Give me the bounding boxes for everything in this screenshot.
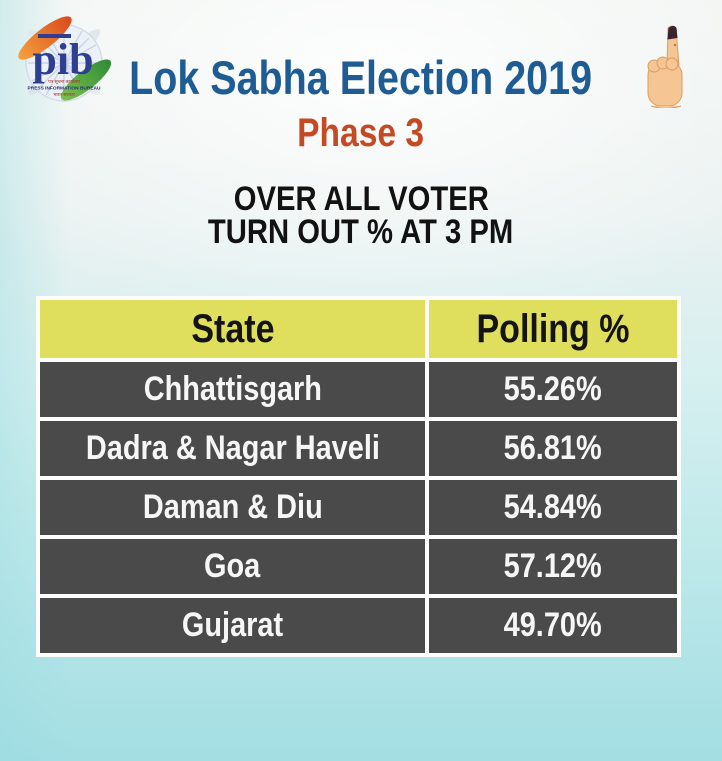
turnout-table: State Polling % Chhattisgarh 55.26% Dadra … [36,296,681,657]
phase-label: Phase 3 [0,113,722,153]
polling-value: 56.81% [503,429,603,467]
polling-value: 54.84% [503,488,603,526]
column-header-state: State [40,300,425,358]
pib-logo-text: pib [32,35,93,84]
inked-finger-icon [642,20,690,109]
pib-logo-hindi-bottom: भारत सरकार [53,92,75,97]
polling-cell: 49.70% [429,598,677,653]
state-label: Gujarat [181,606,284,644]
subtitle-line-2-text: TURN OUT % AT 3 PM [208,213,514,251]
pib-shirorekha-bar [38,34,71,38]
column-header-polling-text: Polling % [476,306,630,351]
pib-logo: pib पत्र सूचना कार्यालय PRESS INFORMATIO… [14,10,114,114]
subtitle-line-1-text: OVER ALL VOTER [233,180,489,218]
state-cell: Gujarat [40,598,425,653]
state-cell: Goa [40,539,425,594]
state-label: Dadra & Nagar Haveli [85,429,380,467]
pib-logo-graphic: pib पत्र सूचना कार्यालय PRESS INFORMATIO… [18,16,112,102]
state-label: Daman & Diu [142,488,323,526]
phase-label-text: Phase 3 [297,111,425,155]
subtitle: OVER ALL VOTER TURN OUT % AT 3 PM [0,180,722,251]
state-cell: Chhattisgarh [40,362,425,417]
page-title-text: Lok Sabha Election 2019 [129,51,593,104]
inked-finger-graphic [647,25,683,109]
state-label: Goa [204,547,261,585]
ink-mark [667,26,678,40]
subtitle-line-1: OVER ALL VOTER [0,180,722,218]
polling-value: 49.70% [503,606,603,644]
polling-value: 55.26% [503,370,603,408]
column-header-polling: Polling % [429,300,677,358]
pib-logo-hindi-top: पत्र सूचना कार्यालय [48,78,80,85]
pib-logo-english: PRESS INFORMATION BUREAU [28,86,101,92]
polling-cell: 56.81% [429,421,677,476]
green-brush [60,59,112,101]
page-title: Lok Sabha Election 2019 [0,54,722,101]
state-cell: Dadra & Nagar Haveli [40,421,425,476]
polling-value: 57.12% [503,547,603,585]
column-header-state-text: State [190,306,275,351]
polling-cell: 57.12% [429,539,677,594]
subtitle-line-2: TURN OUT % AT 3 PM [0,213,722,251]
header-block: Lok Sabha Election 2019 Phase 3 OVER ALL… [0,0,722,249]
knuckle [665,57,679,71]
polling-cell: 54.84% [429,480,677,535]
polling-cell: 55.26% [429,362,677,417]
state-cell: Daman & Diu [40,480,425,535]
state-label: Chhattisgarh [143,370,322,408]
finger-spot [673,43,677,47]
